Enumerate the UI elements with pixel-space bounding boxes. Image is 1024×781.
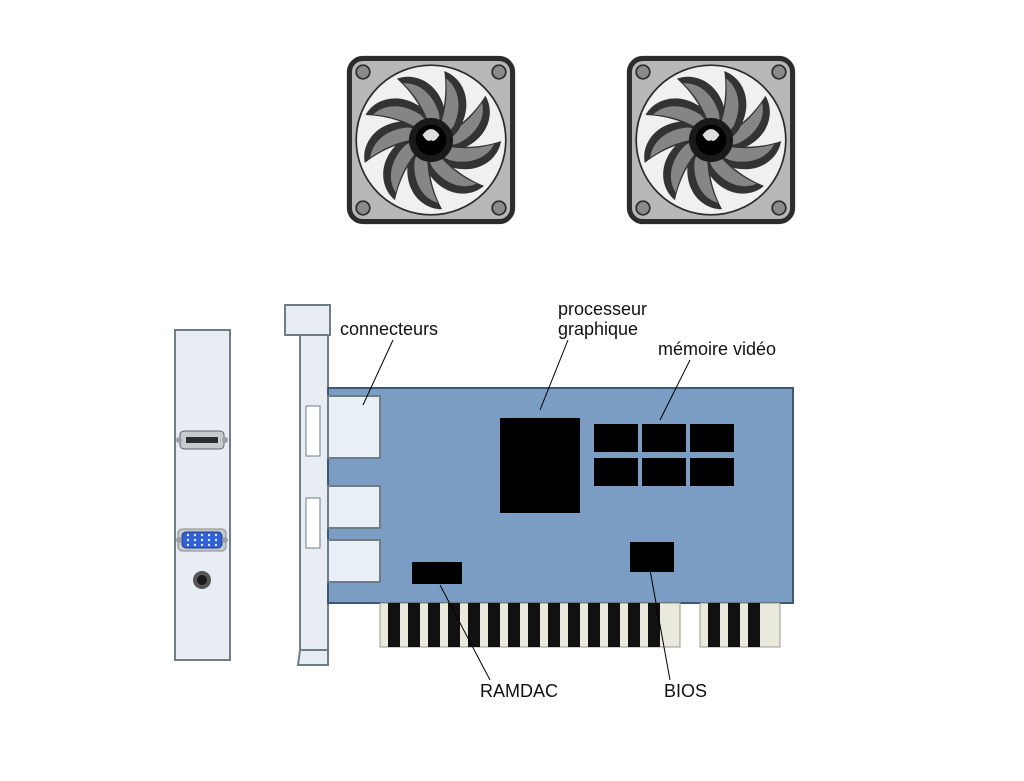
label-processeur: processeur graphique [558, 300, 647, 340]
connector-block [328, 396, 380, 458]
edge-finger [548, 603, 560, 647]
edge-finger [488, 603, 500, 647]
memory-chip [690, 424, 734, 452]
io-panel [175, 330, 230, 660]
edge-finger [728, 603, 740, 647]
memory-chip [594, 424, 638, 452]
bracket-plate [285, 305, 330, 335]
fan-icon [346, 55, 516, 225]
gpu-chip [500, 418, 580, 513]
edge-finger [428, 603, 440, 647]
bracket-slot [306, 406, 320, 456]
edge-finger [588, 603, 600, 647]
bracket-slot [306, 498, 320, 548]
memory-chip [690, 458, 734, 486]
label-bios: BIOS [664, 682, 707, 702]
edge-finger [468, 603, 480, 647]
edge-finger [408, 603, 420, 647]
edge-finger [748, 603, 760, 647]
edge-finger [628, 603, 640, 647]
edge-finger [508, 603, 520, 647]
connector-block [328, 486, 380, 528]
edge-finger [388, 603, 400, 647]
memory-chip [642, 424, 686, 452]
edge-finger [608, 603, 620, 647]
connector-block [328, 540, 380, 582]
edge-finger [708, 603, 720, 647]
label-memoire: mémoire vidéo [658, 340, 776, 360]
fan-icon [626, 55, 796, 225]
edge-finger [568, 603, 580, 647]
bracket-foot [298, 650, 328, 665]
bios-chip [630, 542, 674, 572]
memory-chip [642, 458, 686, 486]
edge-finger [448, 603, 460, 647]
bracket-column [300, 335, 328, 650]
memory-chip [594, 458, 638, 486]
ramdac-chip [412, 562, 462, 584]
label-ramdac: RAMDAC [480, 682, 558, 702]
label-connecteurs: connecteurs [340, 320, 438, 340]
dvi-pins [186, 437, 218, 443]
edge-finger [648, 603, 660, 647]
edge-finger [528, 603, 540, 647]
